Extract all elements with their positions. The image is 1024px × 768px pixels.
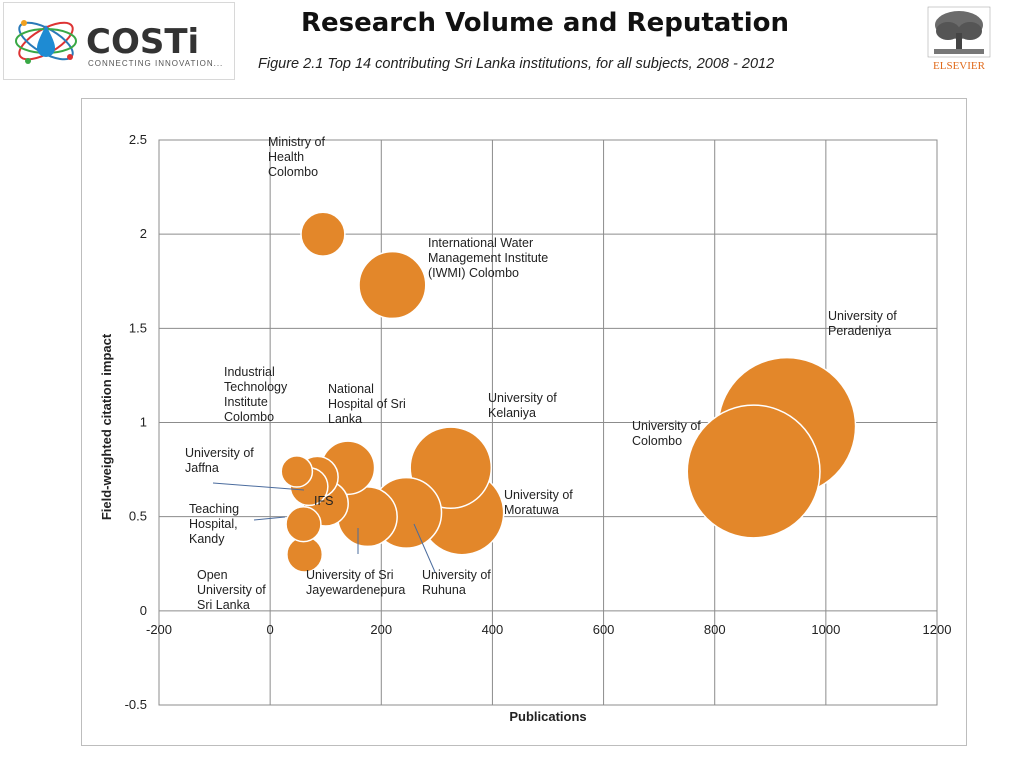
annotation-line: University of (828, 309, 897, 323)
y-tick-label: 0 (140, 603, 147, 618)
bubble (280, 455, 314, 488)
annotation-line: Sri Lanka (197, 598, 250, 612)
annotation-line: Hospital, (189, 517, 238, 531)
annotation-line: Teaching (189, 502, 239, 516)
y-tick-label: 1 (140, 415, 147, 430)
annotation-line: National (328, 382, 374, 396)
x-tick-label: -200 (146, 622, 172, 637)
annotation-label: University of Sri Jayewardenepura (306, 568, 405, 597)
annotation-line: University of (488, 391, 557, 405)
annotation-line: Jaffna (185, 461, 219, 475)
bubble (285, 506, 322, 543)
costi-logo: COSTi CONNECTING INNOVATION... (3, 2, 235, 80)
x-tick-label: 800 (704, 622, 726, 637)
annotation-line: University of (197, 583, 266, 597)
annotation-label: University of Ruhuna (422, 568, 491, 597)
annotation-line: Colombo (224, 410, 274, 424)
elsevier-tree-icon: ELSEVIER (927, 6, 991, 72)
annotation-label: University of Colombo (632, 419, 701, 448)
annotation-label: University of Jaffna (185, 446, 254, 475)
x-tick-label: 1200 (923, 622, 952, 637)
annotation-line: University of (185, 446, 254, 460)
annotation-line: University of (504, 488, 573, 502)
annotation-line: Institute (224, 395, 268, 409)
y-tick-label: 2 (140, 226, 147, 241)
chart-grid (158, 139, 938, 706)
annotation-line: University of Sri (306, 568, 394, 582)
annotation-leader-line (413, 523, 436, 573)
costi-logo-tagline: CONNECTING INNOVATION... (88, 59, 223, 68)
slide-title: Research Volume and Reputation (300, 8, 790, 38)
x-tick-label: 0 (267, 622, 274, 637)
y-tick-label: 0.5 (129, 509, 147, 524)
y-axis-label: Field-weighted citation impact (99, 333, 114, 520)
annotation-line: Hospital of Sri (328, 397, 406, 411)
annotation-label: Teaching Hospital, Kandy (189, 502, 239, 546)
x-tick-label: 600 (593, 622, 615, 637)
annotation-line: Kelaniya (488, 406, 536, 420)
elsevier-logo-text: ELSEVIER (933, 60, 986, 72)
annotation-label: National Hospital of Sri Lanka (328, 382, 406, 426)
annotation-label: IFS (314, 494, 333, 508)
elsevier-logo: ELSEVIER (926, 5, 992, 73)
annotation-line: (IWMI) Colombo (428, 266, 519, 280)
chart-bubbles (280, 211, 857, 573)
annotation-line: Health (268, 150, 304, 164)
bubble (300, 211, 346, 257)
annotation-line: University of (422, 568, 491, 582)
bubble (686, 404, 821, 539)
annotation-line: University of (632, 419, 701, 433)
chart-ticks: -200 0 200 400 600 800 1000 1200 -0.5 0 0.5 1 1.5 2 2.… (125, 132, 952, 712)
annotation-leader-line (212, 482, 305, 491)
figure-caption: Figure 2.1 Top 14 contributing Sri Lanka… (258, 56, 775, 72)
annotation-line: Colombo (268, 165, 318, 179)
y-tick-label: 1.5 (129, 320, 147, 335)
annotation-line: IFS (314, 494, 333, 508)
annotation-line: Technology (224, 380, 288, 394)
annotation-label: Ministry of Health Colombo (268, 135, 325, 179)
costi-logo-graphic: COSTi CONNECTING INNOVATION... (15, 20, 223, 68)
annotation-line: Management Institute (428, 251, 548, 265)
chart-frame: -200 0 200 400 600 800 1000 1200 -0.5 0 0.5 1 1.5 2 2.… (81, 98, 967, 746)
costi-logo-text: COSTi (86, 22, 199, 62)
bubble (358, 250, 427, 320)
annotation-line: Jayewardenepura (306, 583, 405, 597)
x-tick-label: 400 (482, 622, 504, 637)
x-tick-label: 200 (370, 622, 392, 637)
annotation-label: University of Kelaniya (488, 391, 557, 420)
chart-connectors (212, 482, 436, 573)
y-tick-label: -0.5 (125, 697, 147, 712)
annotation-line: Ministry of (268, 135, 325, 149)
annotation-line: Open (197, 568, 228, 582)
annotation-label: International Water Management Institute(… (428, 236, 548, 280)
annotation-line: International Water (428, 236, 533, 250)
annotation-line: Lanka (328, 412, 362, 426)
annotation-leader-line (253, 516, 286, 521)
y-tick-label: 2.5 (129, 132, 147, 147)
x-axis-label: Publications (509, 709, 586, 724)
annotation-line: Peradeniya (828, 324, 891, 338)
annotation-line: Kandy (189, 532, 225, 546)
annotation-label: University of Peradeniya (828, 309, 897, 338)
bubble-chart: -200 0 200 400 600 800 1000 1200 -0.5 0 0.5 1 1.5 2 2.… (99, 132, 952, 724)
annotation-line: Moratuwa (504, 503, 559, 517)
annotation-label: University of Moratuwa (504, 488, 573, 517)
annotation-line: Industrial (224, 365, 275, 379)
annotation-line: Ruhuna (422, 583, 466, 597)
annotation-label: Open University of Sri Lanka (197, 568, 266, 612)
annotation-line: Colombo (632, 434, 682, 448)
x-tick-label: 1000 (811, 622, 840, 637)
annotation-label: Industrial Technology Institute Colombo (224, 365, 288, 424)
